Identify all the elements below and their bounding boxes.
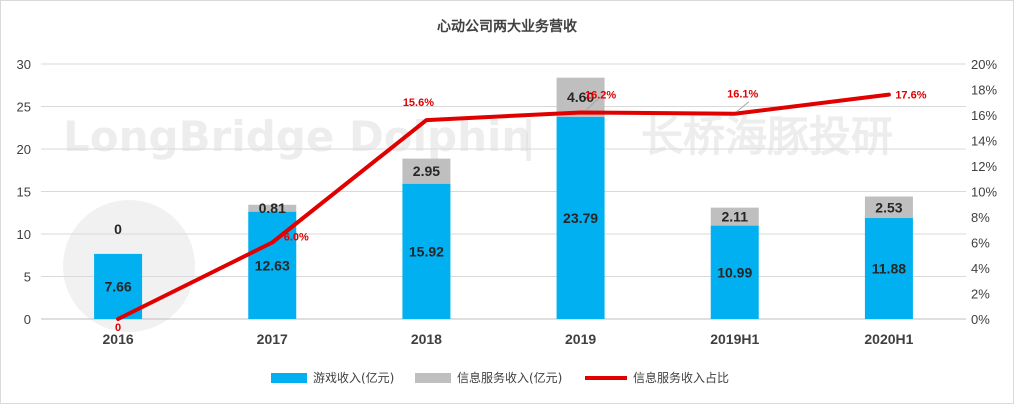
left-tick-label: 5 (24, 270, 31, 285)
right-tick-label: 8% (971, 210, 990, 225)
right-axis: 0% 2% 4% 6% 8% 10% 12% 14% 16% 18% 20% (971, 57, 997, 327)
bars (94, 77, 913, 319)
ratio-leader (586, 98, 599, 110)
legend-label-ratio: 信息服务收入占比 (633, 370, 729, 385)
bar-info-label: 0.81 (259, 200, 286, 216)
ratio-label: 16.1% (727, 89, 758, 101)
data-labels: 7.66 0 12.63 0.81 15.92 2.95 23.79 4.60 10.99 2.1… (104, 89, 926, 334)
right-tick-label: 6% (971, 236, 990, 251)
bar-info (248, 204, 297, 212)
ratio-leader (736, 101, 750, 113)
ratio-label: 16.2% (585, 89, 616, 101)
legend-swatch-game (271, 373, 307, 383)
left-tick-label: 20 (17, 142, 31, 157)
bar-game-label: 7.66 (104, 278, 131, 294)
ratio-line-path (116, 92, 891, 321)
right-tick-label: 16% (971, 108, 997, 123)
chart-title: 心动公司两大业务营收 (437, 18, 578, 35)
right-tick-label: 14% (971, 134, 997, 149)
left-tick-label: 25 (17, 100, 31, 115)
bar-game-label: 10.99 (717, 264, 752, 280)
bar-game (864, 218, 913, 319)
category-label: 2018 (411, 331, 442, 347)
bar-info (864, 196, 913, 219)
right-tick-label: 4% (971, 261, 990, 276)
category-label: 2019 (565, 331, 596, 347)
right-tick-label: 12% (971, 159, 997, 174)
legend: 游戏收入(亿元) 信息服务收入(亿元) 信息服务收入占比 (271, 370, 729, 385)
category-label: 2019H1 (710, 331, 759, 347)
ratio-line (116, 92, 891, 321)
right-tick-label: 20% (971, 57, 997, 72)
bar-game-label: 12.63 (255, 257, 290, 273)
watermark-separator: | (521, 112, 536, 161)
bar-game-label: 23.79 (563, 210, 598, 226)
ratio-label: 17.6% (895, 90, 926, 102)
bar-game (94, 253, 143, 319)
ratio-label: 0 (115, 322, 121, 334)
ratio-point (887, 93, 891, 97)
category-label: 2017 (257, 331, 288, 347)
right-tick-label: 10% (971, 185, 997, 200)
ratio-point (579, 110, 583, 114)
ratio-point (733, 112, 737, 116)
bar-info-label: 2.95 (413, 163, 440, 179)
bar-info (402, 158, 451, 184)
bar-game (402, 183, 451, 319)
right-tick-label: 2% (971, 287, 990, 302)
left-tick-label: 0 (24, 312, 31, 327)
bar-info-label: 4.60 (567, 89, 594, 105)
ratio-point (116, 317, 120, 321)
watermark: LongBridge Dolphin | 长桥海豚投研 (63, 112, 893, 332)
bar-game-label: 11.88 (872, 261, 906, 277)
ratio-label: 15.6% (403, 97, 434, 109)
category-axis: 2016 2017 2018 2019 2019H1 2020H1 (103, 331, 914, 347)
bar-info-label: 2.11 (722, 209, 749, 225)
legend-label-info: 信息服务收入(亿元) (457, 370, 562, 385)
left-tick-label: 15 (17, 185, 31, 200)
ratio-point (270, 241, 274, 244)
right-tick-label: 18% (971, 83, 997, 98)
grid (41, 63, 966, 320)
watermark-text-cn: 长桥海豚投研 (641, 112, 893, 161)
ratio-label: 6.0% (284, 232, 309, 244)
left-tick-label: 30 (17, 57, 31, 72)
category-label: 2016 (103, 331, 134, 347)
left-tick-label: 10 (17, 227, 31, 242)
bar-game (710, 225, 759, 319)
bar-info (556, 77, 605, 117)
right-tick-label: 0% (971, 312, 990, 327)
legend-label-game: 游戏收入(亿元) (313, 370, 394, 385)
bar-info-label: 0 (114, 221, 122, 237)
legend-swatch-info (415, 373, 451, 383)
ratio-point (424, 118, 428, 122)
left-axis: 0 5 10 15 20 25 30 (17, 57, 31, 327)
category-label: 2020H1 (864, 331, 913, 347)
bar-info-label: 2.53 (875, 199, 902, 215)
bar-game-label: 15.92 (409, 243, 444, 259)
bar-game (556, 116, 605, 319)
bar-info (710, 207, 759, 226)
